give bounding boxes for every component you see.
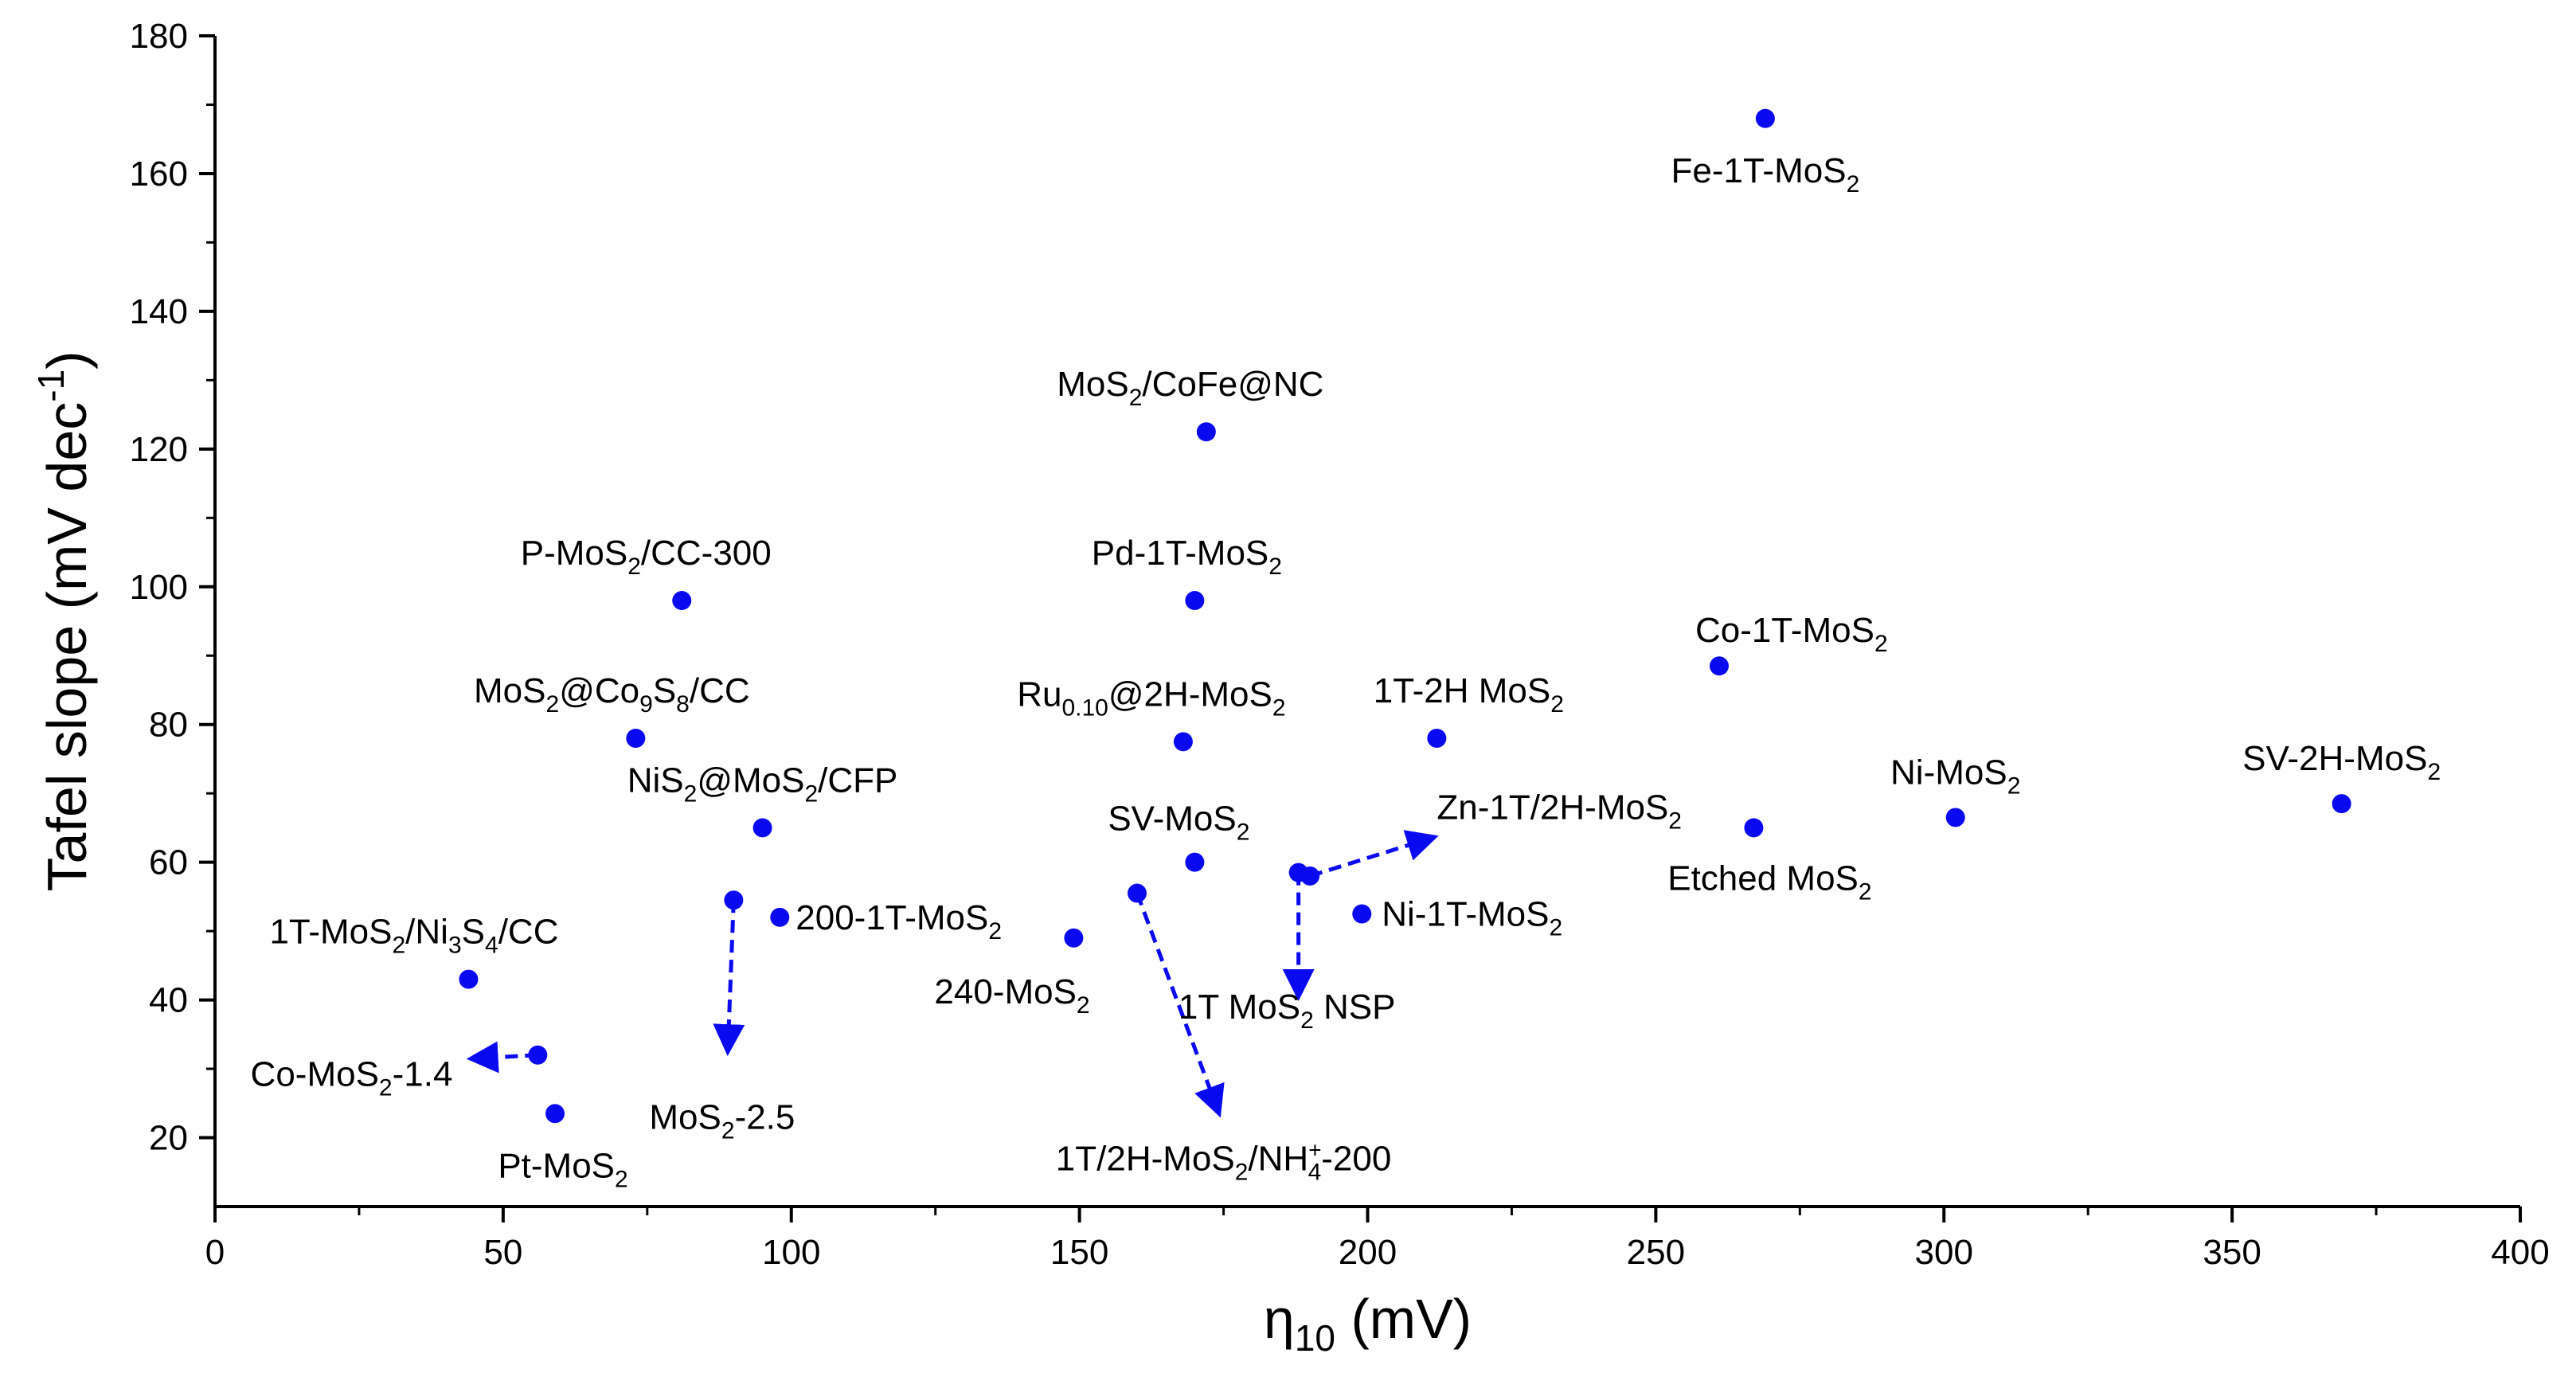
x-tick-label: 200 — [1339, 1233, 1397, 1272]
point-1t-mos2-ni3s4-cc — [459, 969, 479, 989]
label-zn-1t-2h-mos2: Zn-1T/2H-MoS2 — [1437, 788, 1682, 834]
point-p-mos2-cc-300 — [672, 591, 692, 611]
point-sv-mos2 — [1185, 852, 1205, 872]
y-tick-label: 140 — [130, 292, 188, 331]
label-p-mos2-cc-300: P-MoS2/CC-300 — [521, 534, 772, 580]
label-pt-mos2: Pt-MoS2 — [498, 1146, 627, 1192]
point-mos2-cofe-nc — [1196, 422, 1216, 442]
label-ru0-10-2h-mos2: Ru0.10@2H-MoS2 — [1017, 675, 1285, 721]
point-1t-2h-mos2-nh4-200 — [1128, 883, 1147, 903]
point-etched-mos2 — [1744, 818, 1764, 838]
label-ni-mos2: Ni-MoS2 — [1890, 753, 2020, 799]
point-co-1t-mos2 — [1709, 656, 1729, 676]
label-1t-2h-mos2-nh4-200: 1T/2H-MoS2/NH+ 4-200 — [1056, 1137, 1392, 1185]
y-tick-label: 100 — [130, 568, 188, 607]
point-1t-2h-mos2 — [1427, 729, 1447, 748]
annotation-arrows — [466, 830, 1439, 1118]
arrow-mos2-2-5 — [713, 900, 745, 1057]
point-mos2-2-5 — [724, 890, 744, 910]
point-ni-mos2 — [1945, 808, 1965, 827]
point-co-mos2-1-4 — [528, 1045, 548, 1065]
label-200-1t-mos2: 200-1T-MoS2 — [795, 898, 1002, 945]
y-tick-label: 60 — [149, 843, 188, 882]
y-tick-label: 40 — [149, 981, 188, 1020]
label-fe-1t-mos2: Fe-1T-MoS2 — [1671, 151, 1860, 198]
axes — [213, 36, 2520, 1208]
y-tick-label: 160 — [130, 155, 188, 194]
x-axis-title: η10 (mV) — [1264, 1288, 1472, 1359]
label-co-1t-mos2: Co-1T-MoS2 — [1695, 611, 1888, 657]
label-etched-mos2: Etched MoS2 — [1667, 859, 1871, 905]
label-1t-mos2-ni3s4-cc: 1T-MoS2/Ni3S4/CC — [269, 913, 558, 959]
label-sv-mos2: SV-MoS2 — [1108, 800, 1249, 846]
point-pt-mos2 — [545, 1104, 565, 1124]
point-1t-mos2-nsp — [1288, 863, 1308, 882]
point-240-mos2 — [1064, 928, 1084, 948]
label-ni-1t-mos2: Ni-1T-MoS2 — [1382, 895, 1562, 941]
point-labels: Fe-1T-MoS2 MoS2/CoFe@NC P-MoS2/CC-300 Pd-1T… — [251, 151, 2441, 1192]
x-tick-label: 0 — [205, 1233, 225, 1272]
arrow-zn-1t-2h-mos2 — [1309, 830, 1439, 878]
y-tick-label: 120 — [130, 430, 188, 469]
x-tick-label: 50 — [483, 1233, 522, 1272]
data-points — [459, 108, 2351, 1124]
point-ni-1t-mos2 — [1352, 904, 1372, 924]
x-tick-label: 250 — [1627, 1233, 1685, 1272]
x-tick-label: 150 — [1050, 1233, 1108, 1272]
point-pd-1t-mos2 — [1185, 591, 1205, 611]
label-nis2-mos2-cfp: NiS2@MoS2/CFP — [627, 761, 898, 807]
label-sv-2h-mos2: SV-2H-MoS2 — [2242, 739, 2441, 785]
label-mos2-cofe-nc: MoS2/CoFe@NC — [1057, 365, 1323, 411]
point-fe-1t-mos2 — [1755, 108, 1775, 128]
y-axis-title: Tafel slope (mV dec-1) — [30, 351, 98, 892]
label-co-mos2-1-4: Co-MoS2-1.4 — [251, 1054, 453, 1101]
label-mos2-2-5: MoS2-2.5 — [649, 1098, 795, 1144]
axis-ticks: 0 50 100 150 200 250 300 350 400 20 40 60 80 100 120 14… — [130, 17, 2550, 1272]
point-200-1t-mos2 — [770, 907, 790, 927]
arrow-co-mos2-1-4 — [466, 1041, 538, 1074]
point-sv-2h-mos2 — [2332, 794, 2351, 814]
label-1t-2h-mos2: 1T-2H MoS2 — [1374, 671, 1564, 718]
label-1t-mos2-nsp: 1T MoS2 NSP — [1179, 988, 1396, 1034]
label-mos2-co9s8-cc: MoS2@Co9S8/CC — [474, 671, 750, 718]
point-ru0-10-2h-mos2 — [1173, 732, 1193, 752]
x-tick-label: 350 — [2203, 1233, 2261, 1272]
x-tick-label: 100 — [762, 1233, 820, 1272]
x-tick-label: 400 — [2491, 1233, 2549, 1272]
y-tick-label: 80 — [149, 706, 188, 745]
point-mos2-co9s8-cc — [626, 729, 646, 748]
label-pd-1t-mos2: Pd-1T-MoS2 — [1092, 534, 1282, 580]
point-nis2-mos2-cfp — [752, 818, 772, 838]
y-tick-label: 20 — [149, 1119, 188, 1158]
label-240-mos2: 240-MoS2 — [934, 972, 1089, 1019]
y-tick-label: 180 — [130, 17, 188, 56]
x-tick-label: 300 — [1915, 1233, 1973, 1272]
